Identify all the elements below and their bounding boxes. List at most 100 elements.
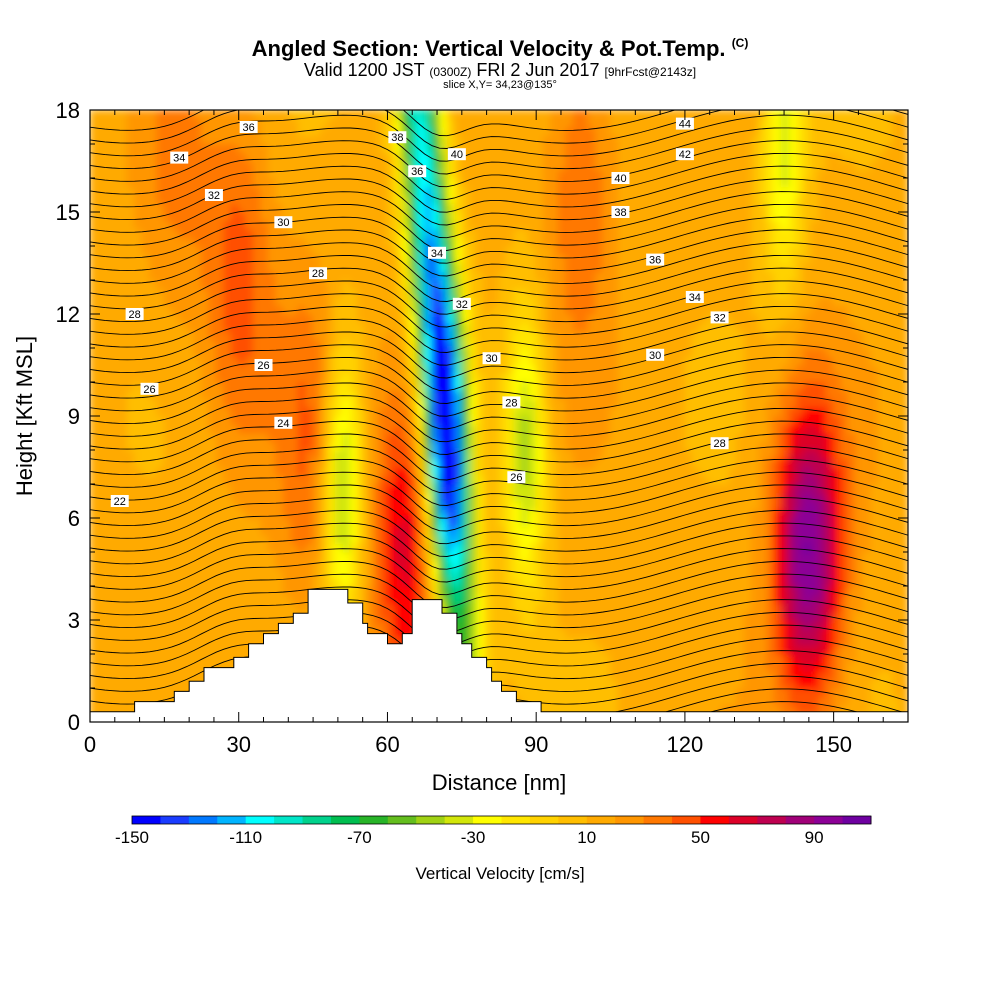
velocity-cell — [476, 509, 485, 519]
velocity-cell — [90, 475, 98, 485]
velocity-cell — [446, 211, 455, 221]
velocity-cell — [505, 279, 515, 289]
velocity-cell — [409, 390, 418, 400]
velocity-cell — [186, 577, 195, 587]
velocity-cell — [90, 177, 98, 187]
velocity-cell — [357, 126, 366, 136]
velocity-cell — [275, 228, 284, 238]
velocity-cell — [557, 339, 567, 349]
velocity-cell — [416, 424, 426, 434]
velocity-cell — [379, 381, 388, 391]
velocity-cell — [119, 143, 128, 153]
velocity-cell — [543, 526, 552, 536]
velocity-cell — [119, 653, 128, 663]
velocity-cell — [587, 220, 597, 230]
velocity-cell — [595, 356, 604, 366]
velocity-cell — [282, 594, 292, 604]
velocity-cell — [453, 288, 463, 298]
velocity-cell — [565, 245, 574, 255]
velocity-cell — [201, 254, 210, 264]
velocity-cell — [327, 135, 336, 145]
velocity-cell — [215, 288, 225, 298]
velocity-cell — [483, 653, 493, 663]
velocity-cell — [379, 254, 388, 264]
velocity-cell — [312, 356, 322, 366]
velocity-cell — [491, 662, 500, 672]
velocity-cell — [595, 636, 604, 646]
velocity-cell — [305, 228, 314, 238]
velocity-cell — [416, 577, 426, 587]
velocity-cell — [483, 424, 493, 434]
velocity-cell — [245, 373, 255, 383]
velocity-cell — [357, 577, 366, 587]
velocity-cell — [446, 110, 455, 119]
velocity-cell — [148, 679, 158, 689]
velocity-cell — [334, 543, 344, 553]
velocity-cell — [476, 305, 485, 315]
velocity-cell — [253, 143, 262, 153]
velocity-cell — [290, 143, 299, 153]
velocity-cell — [595, 152, 604, 162]
velocity-cell — [119, 415, 128, 425]
velocity-cell — [156, 194, 165, 204]
velocity-cell — [119, 305, 128, 315]
velocity-cell — [186, 143, 195, 153]
velocity-cell — [461, 126, 470, 136]
velocity-cell — [297, 602, 307, 612]
velocity-cell — [491, 288, 500, 298]
velocity-cell — [156, 152, 165, 162]
velocity-cell — [275, 585, 284, 595]
velocity-cell — [305, 347, 314, 357]
velocity-cell — [245, 220, 255, 230]
velocity-cell — [297, 313, 307, 323]
velocity-cell — [163, 466, 173, 476]
velocity-cell — [505, 449, 515, 459]
velocity-cell — [90, 228, 98, 238]
velocity-cell — [104, 696, 113, 706]
velocity-cell — [253, 441, 262, 451]
velocity-cell — [111, 509, 121, 519]
velocity-cell — [90, 534, 98, 544]
velocity-cell — [171, 466, 180, 476]
velocity-cell — [372, 534, 381, 544]
velocity-cell — [498, 534, 507, 544]
velocity-cell — [126, 415, 136, 425]
velocity-cell — [186, 466, 195, 476]
velocity-cell — [357, 500, 366, 510]
velocity-cell — [156, 245, 165, 255]
velocity-cell — [528, 118, 537, 128]
velocity-cell — [379, 483, 388, 493]
velocity-cell — [349, 492, 359, 502]
velocity-cell — [595, 347, 604, 357]
velocity-cell — [260, 568, 269, 578]
velocity-cell — [267, 152, 277, 162]
velocity-cell — [171, 636, 180, 646]
velocity-cell — [394, 160, 403, 170]
velocity-cell — [595, 211, 604, 221]
velocity-cell — [364, 381, 374, 391]
velocity-cell — [126, 126, 136, 136]
velocity-cell — [90, 279, 98, 289]
velocity-cell — [416, 211, 426, 221]
velocity-cell — [156, 347, 165, 357]
velocity-cell — [528, 466, 537, 476]
velocity-cell — [364, 237, 374, 247]
velocity-cell — [572, 228, 582, 238]
velocity-cell — [535, 356, 545, 366]
velocity-cell — [119, 551, 128, 561]
velocity-cell — [439, 186, 448, 196]
velocity-cell — [171, 330, 180, 340]
velocity-cell — [580, 534, 589, 544]
velocity-cell — [565, 186, 574, 196]
velocity-cell — [156, 143, 165, 153]
velocity-cell — [148, 330, 158, 340]
velocity-cell — [104, 679, 113, 689]
velocity-cell — [461, 203, 470, 213]
velocity-cell — [238, 636, 247, 646]
velocity-cell — [372, 568, 381, 578]
velocity-cell — [453, 594, 463, 604]
velocity-cell — [305, 305, 314, 315]
velocity-cell — [364, 594, 374, 604]
velocity-field — [90, 110, 908, 722]
velocity-cell — [394, 143, 403, 153]
